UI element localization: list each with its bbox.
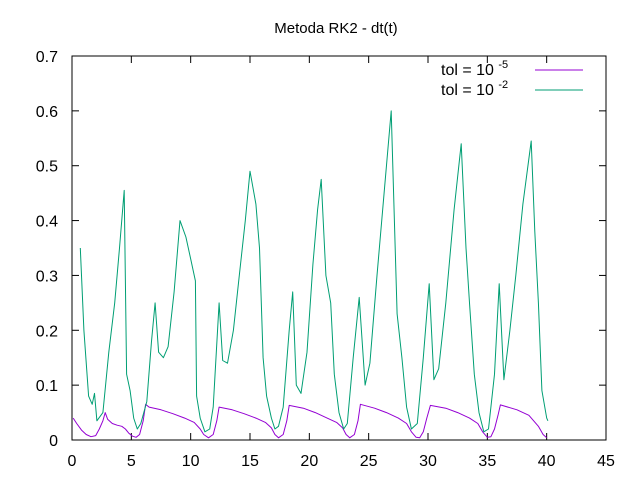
x-tick-label: 30 [419, 453, 437, 470]
chart-title: Metoda RK2 - dt(t) [274, 20, 397, 37]
x-tick-label: 35 [478, 453, 496, 470]
legend-label-exponent: -2 [498, 79, 508, 91]
series-lines [72, 110, 549, 439]
y-tick-label: 0.6 [36, 104, 58, 121]
x-tick-label: 40 [538, 453, 556, 470]
legend-label-base: tol = 10 [441, 82, 498, 99]
x-tick-label: 25 [360, 453, 378, 470]
legend-label-1: tol = 10 -2 [441, 79, 508, 99]
legend-label-exponent: -5 [498, 59, 508, 71]
legend-label-0: tol = 10 -5 [441, 59, 508, 79]
x-tick-label: 0 [68, 453, 77, 470]
y-tick-label: 0.4 [36, 214, 58, 231]
legend-label-base: tol = 10 [441, 62, 498, 79]
y-tick-label: 0.5 [36, 159, 58, 176]
axis-tick-labels: 0 5 10 15 20 25 30 35 40 45 0 0.1 0.2 0.3 0.4 0.5 0.6 0.7 [36, 49, 615, 470]
x-tick-label: 10 [182, 453, 200, 470]
x-tick-label: 45 [597, 453, 615, 470]
y-tick-label: 0.3 [36, 268, 58, 285]
series-line-1 [79, 110, 549, 433]
x-tick-label: 5 [127, 453, 136, 470]
y-tick-label: 0 [49, 433, 58, 450]
plot-frame [71, 55, 607, 441]
y-tick-label: 0.2 [36, 323, 58, 340]
y-tick-label: 0.1 [36, 378, 58, 395]
y-tick-label: 0.7 [36, 49, 58, 66]
x-tick-label: 15 [241, 453, 259, 470]
axis-ticks [71, 55, 607, 441]
series-line-0 [72, 403, 548, 439]
x-tick-label: 20 [300, 453, 318, 470]
